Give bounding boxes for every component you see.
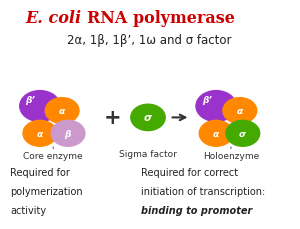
Text: α: α — [36, 129, 42, 138]
Circle shape — [199, 121, 233, 147]
Text: 2α, 1β, 1β’, 1ω and σ factor: 2α, 1β, 1β’, 1ω and σ factor — [67, 34, 232, 47]
Text: Holoenzyme: Holoenzyme — [203, 147, 259, 161]
Text: β’: β’ — [202, 95, 212, 104]
Circle shape — [223, 98, 257, 124]
Text: RNA polymerase: RNA polymerase — [87, 11, 235, 27]
Circle shape — [23, 121, 57, 147]
Text: activity: activity — [10, 205, 46, 215]
Text: E. coli: E. coli — [25, 11, 81, 27]
Circle shape — [20, 91, 60, 122]
Circle shape — [51, 121, 85, 147]
Text: α: α — [58, 107, 64, 116]
Text: α: α — [236, 107, 242, 116]
Circle shape — [226, 121, 260, 147]
Text: Required for: Required for — [10, 168, 70, 178]
Text: α: α — [212, 129, 219, 138]
Text: polymerization: polymerization — [10, 186, 83, 196]
Text: initiation of transcription:: initiation of transcription: — [141, 186, 265, 196]
Text: Sigma factor: Sigma factor — [119, 150, 177, 158]
Text: β’: β’ — [26, 95, 35, 104]
Text: +: + — [104, 108, 121, 128]
Text: Required for correct: Required for correct — [141, 168, 238, 178]
Circle shape — [131, 105, 165, 131]
Circle shape — [45, 98, 79, 124]
Text: Core enzyme: Core enzyme — [23, 147, 83, 161]
Text: σ: σ — [144, 113, 152, 123]
Text: binding to promoter: binding to promoter — [141, 205, 252, 215]
Text: σ: σ — [239, 129, 246, 138]
Text: β: β — [64, 129, 71, 138]
Circle shape — [196, 91, 236, 122]
